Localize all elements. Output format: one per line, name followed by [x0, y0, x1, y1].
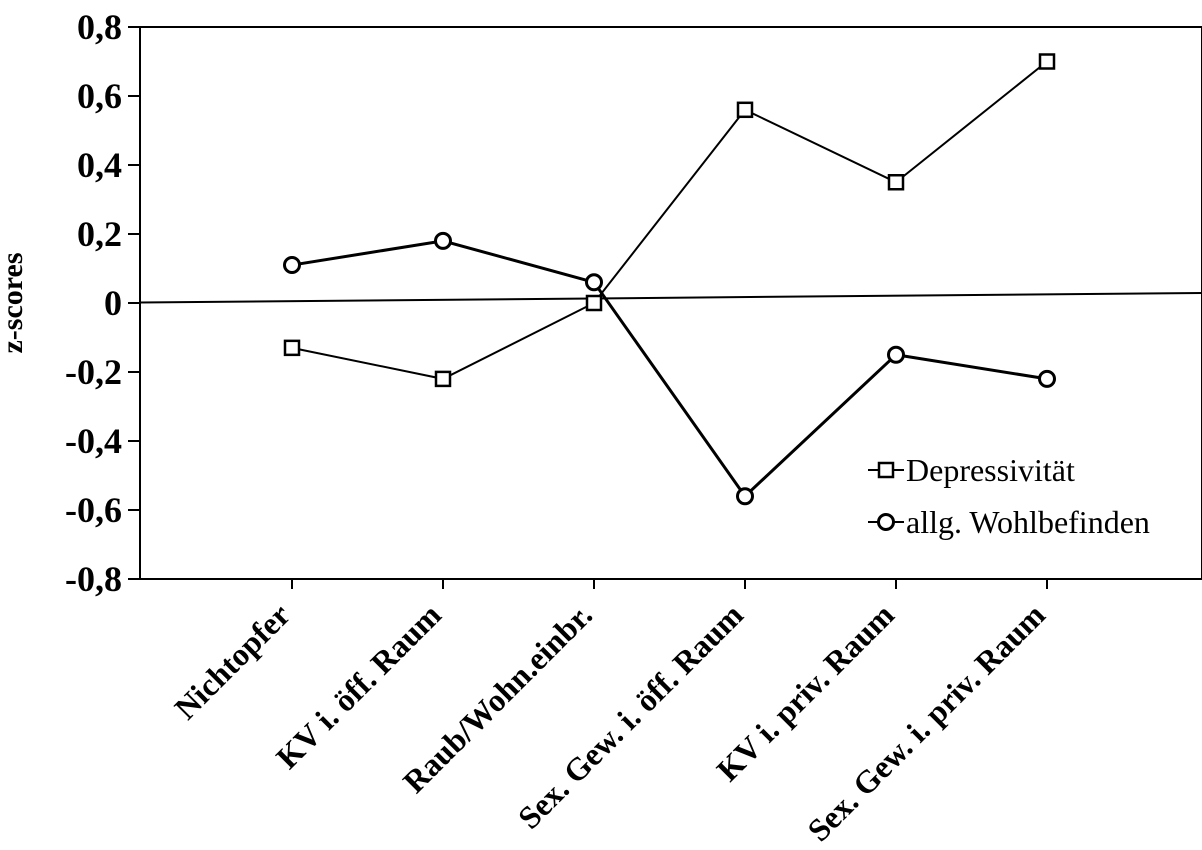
y-tick-label: 0,8 [77, 7, 122, 47]
y-axis-ticks: 0,8 0,6 0,4 0,2 0 -0,2 -0,4 -0,6 -0,8 [65, 7, 140, 599]
data-point-marker [887, 174, 905, 191]
series-line [291, 60, 1048, 380]
data-point-marker [283, 339, 301, 357]
y-axis-label: z-scores [0, 252, 29, 353]
data-point-marker [736, 101, 754, 119]
data-point-marker [585, 273, 603, 292]
y-tick-label: -0,2 [65, 352, 122, 392]
data-point-marker [434, 231, 452, 250]
legend-marker [877, 513, 895, 531]
series-layer [283, 53, 1056, 506]
series-wohlbefinden [283, 231, 1056, 506]
legend-label: Depressivität [906, 452, 1075, 488]
legend: Depressivität allg. Wohlbefinden [868, 452, 1150, 540]
legend-item: allg. Wohlbefinden [868, 504, 1150, 540]
y-tick-label: 0,6 [77, 76, 122, 116]
data-point-marker [1038, 53, 1056, 70]
y-tick-label: -0,6 [65, 490, 122, 530]
y-tick-label: 0,2 [77, 214, 122, 254]
x-tick-label: Nichtopfer [167, 596, 297, 726]
y-tick-label: 0,4 [77, 145, 122, 185]
series-line [291, 239, 1048, 499]
y-tick-label: -0,8 [65, 559, 122, 599]
legend-marker [877, 461, 895, 479]
legend-item: Depressivität [868, 452, 1075, 488]
series-depressivitaet [283, 53, 1056, 388]
y-tick-label: -0,4 [65, 421, 122, 461]
legend-label: allg. Wohlbefinden [906, 504, 1150, 540]
data-point-marker [887, 345, 905, 364]
zero-baseline [139, 292, 1202, 304]
data-point-marker [434, 370, 452, 388]
data-point-marker [585, 294, 603, 312]
data-point-marker [736, 487, 754, 506]
y-tick-label: 0 [104, 283, 122, 323]
data-point-marker [1038, 369, 1056, 388]
plot-area-frame [139, 26, 1202, 580]
data-point-marker [283, 256, 301, 275]
